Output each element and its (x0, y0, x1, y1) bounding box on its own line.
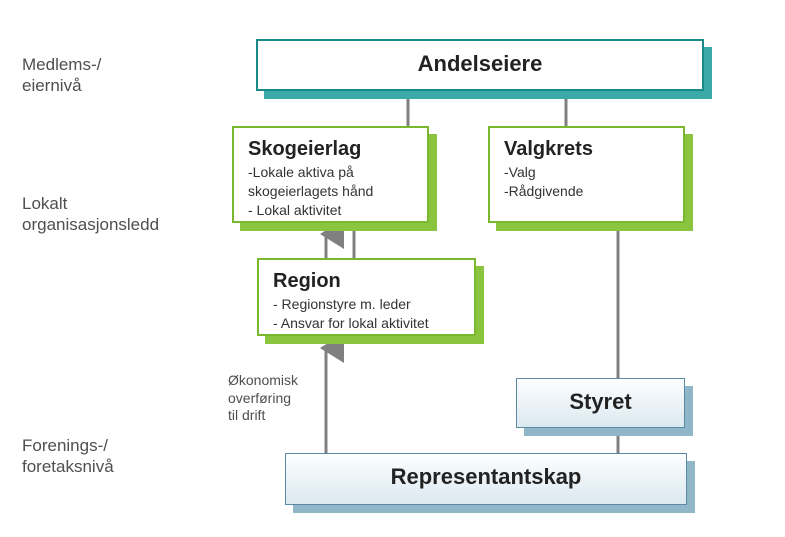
node-title: Region (273, 270, 460, 293)
face: Valgkrets -Valg -Rådgivende (488, 126, 685, 223)
face: Representantskap (285, 453, 687, 505)
text: overføring (228, 390, 291, 406)
level-label-local: Lokalt organisasjonsledd (22, 193, 159, 236)
node-title: Styret (531, 389, 670, 415)
text: Lokalt (22, 194, 67, 213)
text: -Lokale aktiva på (248, 164, 354, 180)
node-styret: Styret (516, 378, 685, 428)
text: - Lokal aktivitet (248, 202, 341, 218)
node-sub: -Valg -Rådgivende (504, 163, 669, 201)
face: Region - Regionstyre m. leder - Ansvar f… (257, 258, 476, 336)
node-skogeierlag: Skogeierlag -Lokale aktiva på skogeierla… (232, 126, 429, 223)
node-title: Skogeierlag (248, 138, 413, 161)
level-label-association: Forenings-/ foretaksnivå (22, 435, 114, 478)
face: Skogeierlag -Lokale aktiva på skogeierla… (232, 126, 429, 223)
node-region: Region - Regionstyre m. leder - Ansvar f… (257, 258, 476, 336)
node-andelseiere: Andelseiere (256, 39, 704, 91)
face: Andelseiere (256, 39, 704, 91)
level-label-members: Medlems-/ eiernivå (22, 54, 101, 97)
node-title: Valgkrets (504, 138, 669, 161)
text: til drift (228, 407, 265, 423)
node-valgkrets: Valgkrets -Valg -Rådgivende (488, 126, 685, 223)
node-title: Representantskap (300, 464, 672, 490)
text: Økonomisk (228, 372, 298, 388)
text: - Regionstyre m. leder (273, 296, 411, 312)
node-sub: - Regionstyre m. leder - Ansvar for loka… (273, 295, 460, 333)
text: -Valg (504, 164, 536, 180)
face: Styret (516, 378, 685, 428)
node-representantskap: Representantskap (285, 453, 687, 505)
note-economic-transfer: Økonomisk overføring til drift (228, 372, 298, 425)
text: Medlems-/ (22, 55, 101, 74)
text: Forenings-/ (22, 436, 108, 455)
node-sub: -Lokale aktiva på skogeierlagets hånd - … (248, 163, 413, 220)
text: eiernivå (22, 76, 82, 95)
text: skogeierlagets hånd (248, 183, 373, 199)
text: - Ansvar for lokal aktivitet (273, 315, 429, 331)
text: -Rådgivende (504, 183, 583, 199)
text: organisasjonsledd (22, 215, 159, 234)
text: foretaksnivå (22, 457, 114, 476)
node-title: Andelseiere (272, 51, 688, 77)
